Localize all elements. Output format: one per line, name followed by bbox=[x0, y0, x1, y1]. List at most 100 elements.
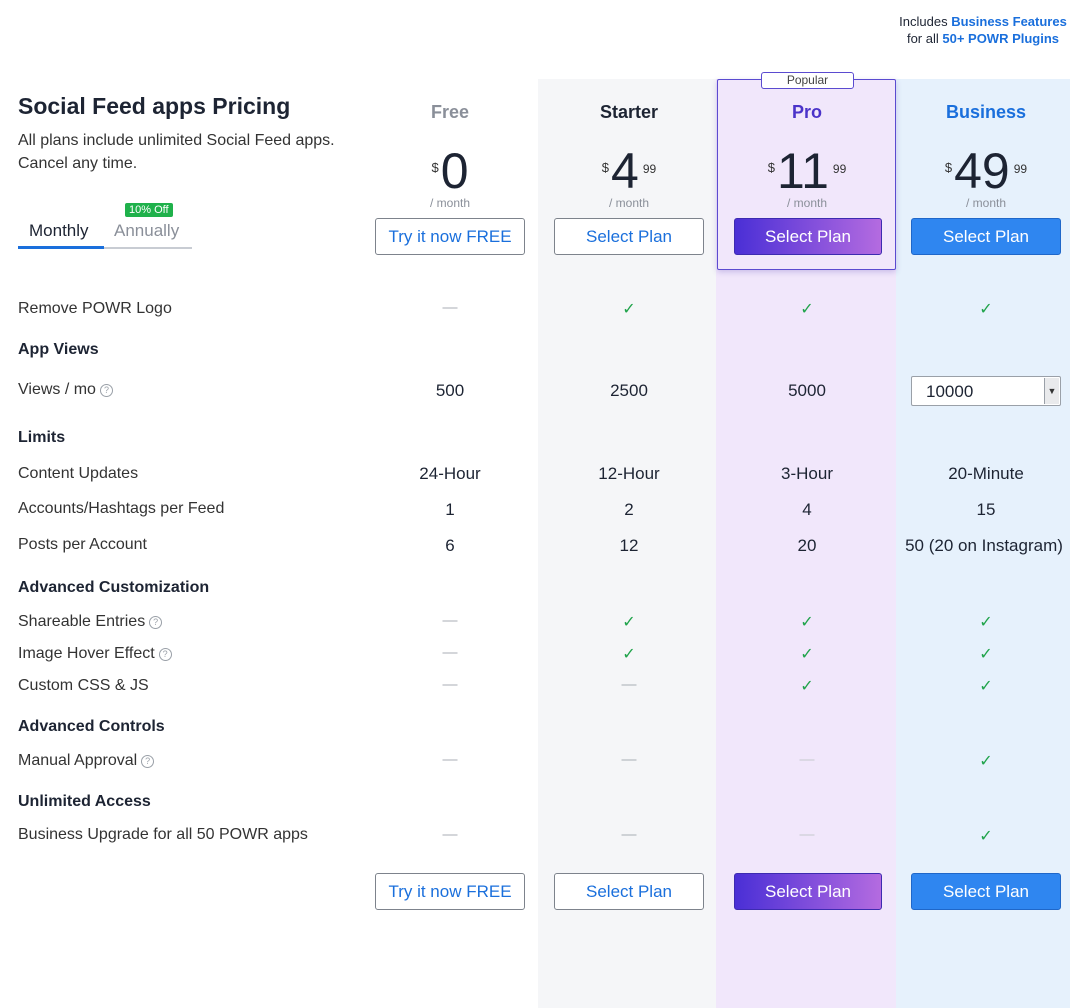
price-amount: 11 bbox=[776, 143, 829, 199]
feature-label-text: Shareable Entries bbox=[18, 613, 146, 630]
select-starter-button-bottom[interactable]: Select Plan bbox=[554, 873, 704, 910]
select-business-button-bottom[interactable]: Select Plan bbox=[911, 873, 1061, 910]
dash-icon: — bbox=[621, 676, 637, 693]
help-icon[interactable]: ? bbox=[149, 616, 163, 629]
check-icon: ✓ bbox=[622, 301, 636, 318]
views-free: 500 bbox=[435, 381, 465, 400]
billing-annually-tab[interactable]: Annually bbox=[114, 221, 180, 240]
section-unlimited-access: Unlimited Access bbox=[18, 793, 151, 810]
feature-label-posts: Posts per Account bbox=[18, 536, 147, 553]
price-business: $49 99 bbox=[911, 146, 1061, 196]
feature-label-text: Manual Approval bbox=[18, 752, 138, 769]
check-icon: ✓ bbox=[800, 301, 814, 318]
feature-label-manual-approval: Manual Approval? bbox=[18, 752, 155, 770]
posts-business: 50 (20 on Instagram) bbox=[905, 536, 1063, 555]
check-icon: ✓ bbox=[979, 828, 993, 845]
billing-toggle: Monthly Annually bbox=[18, 216, 192, 250]
section-advanced-controls: Advanced Controls bbox=[18, 718, 165, 735]
check-icon: ✓ bbox=[622, 614, 636, 631]
popular-tag: Popular bbox=[761, 72, 854, 89]
plan-name-business: Business bbox=[945, 102, 1027, 122]
currency-symbol: $ bbox=[431, 160, 439, 175]
check-icon: ✓ bbox=[979, 301, 993, 318]
page-title: Social Feed apps Pricing bbox=[18, 93, 291, 119]
check-icon: ✓ bbox=[979, 646, 993, 663]
dash-icon: — bbox=[621, 826, 637, 843]
select-pro-button-bottom[interactable]: Select Plan bbox=[734, 873, 882, 910]
plan-name-starter: Starter bbox=[599, 102, 659, 122]
dash-icon: — bbox=[799, 751, 815, 768]
discount-badge: 10% Off bbox=[125, 203, 173, 217]
currency-symbol: $ bbox=[601, 160, 610, 175]
views-pro: 5000 bbox=[788, 381, 826, 400]
business-column-bg bbox=[896, 0, 1070, 1008]
page-subtitle: All plans include unlimited Social Feed … bbox=[18, 132, 335, 172]
views-starter: 2500 bbox=[610, 381, 648, 400]
accounts-starter: 2 bbox=[624, 500, 634, 519]
dash-icon: — bbox=[799, 826, 815, 843]
help-icon[interactable]: ? bbox=[99, 384, 113, 397]
price-amount: 4 bbox=[611, 143, 639, 199]
per-month-free: / month bbox=[429, 196, 471, 210]
content-updates-business: 20-Minute bbox=[948, 464, 1024, 483]
accounts-pro: 4 bbox=[802, 500, 812, 519]
check-icon: ✓ bbox=[800, 614, 814, 631]
plan-name-free: Free bbox=[430, 102, 470, 122]
currency-symbol: $ bbox=[767, 160, 775, 175]
feature-label-remove-logo: Remove POWR Logo bbox=[18, 300, 172, 317]
tab-underline bbox=[104, 247, 192, 249]
feature-label-content-updates: Content Updates bbox=[18, 465, 139, 482]
section-limits: Limits bbox=[18, 429, 66, 446]
posts-starter: 12 bbox=[619, 536, 639, 555]
dash-icon: — bbox=[442, 826, 458, 843]
per-month-pro: / month bbox=[786, 196, 828, 210]
help-icon[interactable]: ? bbox=[141, 755, 155, 768]
chevron-down-icon[interactable]: ▼ bbox=[1044, 378, 1059, 404]
select-pro-button-top[interactable]: Select Plan bbox=[734, 218, 882, 255]
plan-name-pro: Pro bbox=[791, 102, 822, 122]
check-icon: ✓ bbox=[979, 753, 993, 770]
feature-label-views: Views / mo? bbox=[18, 381, 113, 399]
dash-icon: — bbox=[442, 299, 458, 316]
content-updates-starter: 12-Hour bbox=[598, 464, 660, 483]
feature-label-accounts: Accounts/Hashtags per Feed bbox=[18, 500, 225, 517]
select-business-button-top[interactable]: Select Plan bbox=[911, 218, 1061, 255]
feature-label-hover: Image Hover Effect? bbox=[18, 645, 172, 663]
per-month-starter: / month bbox=[608, 196, 650, 210]
active-tab-indicator bbox=[18, 246, 104, 249]
help-icon[interactable]: ? bbox=[158, 648, 172, 661]
check-icon: ✓ bbox=[979, 614, 993, 631]
content-updates-free: 24-Hour bbox=[419, 464, 481, 483]
content-updates-pro: 3-Hour bbox=[781, 464, 833, 483]
price-cents: 99 bbox=[1013, 162, 1028, 176]
section-advanced-customization: Advanced Customization bbox=[18, 579, 210, 596]
price-starter: $4 99 bbox=[554, 146, 704, 196]
price-amount: 0 bbox=[440, 143, 469, 199]
feature-label-text: Views / mo bbox=[18, 381, 96, 398]
accounts-free: 1 bbox=[445, 500, 455, 519]
price-free: $0 bbox=[375, 146, 525, 196]
section-app-views: App Views bbox=[18, 341, 99, 358]
business-features-note: Includes Business Features for all 50+ P… bbox=[896, 0, 1070, 79]
feature-label-text: Image Hover Effect bbox=[18, 645, 155, 662]
check-icon: ✓ bbox=[622, 646, 636, 663]
try-free-button-top[interactable]: Try it now FREE bbox=[375, 218, 525, 255]
dash-icon: — bbox=[442, 644, 458, 661]
accounts-business: 15 bbox=[976, 500, 996, 519]
feature-label-shareable: Shareable Entries? bbox=[18, 613, 163, 631]
check-icon: ✓ bbox=[800, 646, 814, 663]
feature-label-business-upgrade: Business Upgrade for all 50 POWR apps bbox=[18, 826, 308, 843]
select-starter-button-top[interactable]: Select Plan bbox=[554, 218, 704, 255]
dash-icon: — bbox=[621, 751, 637, 768]
price-cents: 99 bbox=[832, 162, 847, 176]
try-free-button-bottom[interactable]: Try it now FREE bbox=[375, 873, 525, 910]
posts-pro: 20 bbox=[797, 536, 817, 555]
dash-icon: — bbox=[442, 751, 458, 768]
price-pro: $11 99 bbox=[732, 146, 882, 196]
price-amount: 49 bbox=[954, 143, 1010, 199]
posts-free: 6 bbox=[445, 536, 455, 555]
business-views-select[interactable]: 10000 ▼ bbox=[911, 376, 1061, 406]
select-value: 10000 bbox=[926, 382, 974, 401]
dash-icon: — bbox=[442, 676, 458, 693]
billing-monthly-tab[interactable]: Monthly bbox=[29, 221, 89, 240]
